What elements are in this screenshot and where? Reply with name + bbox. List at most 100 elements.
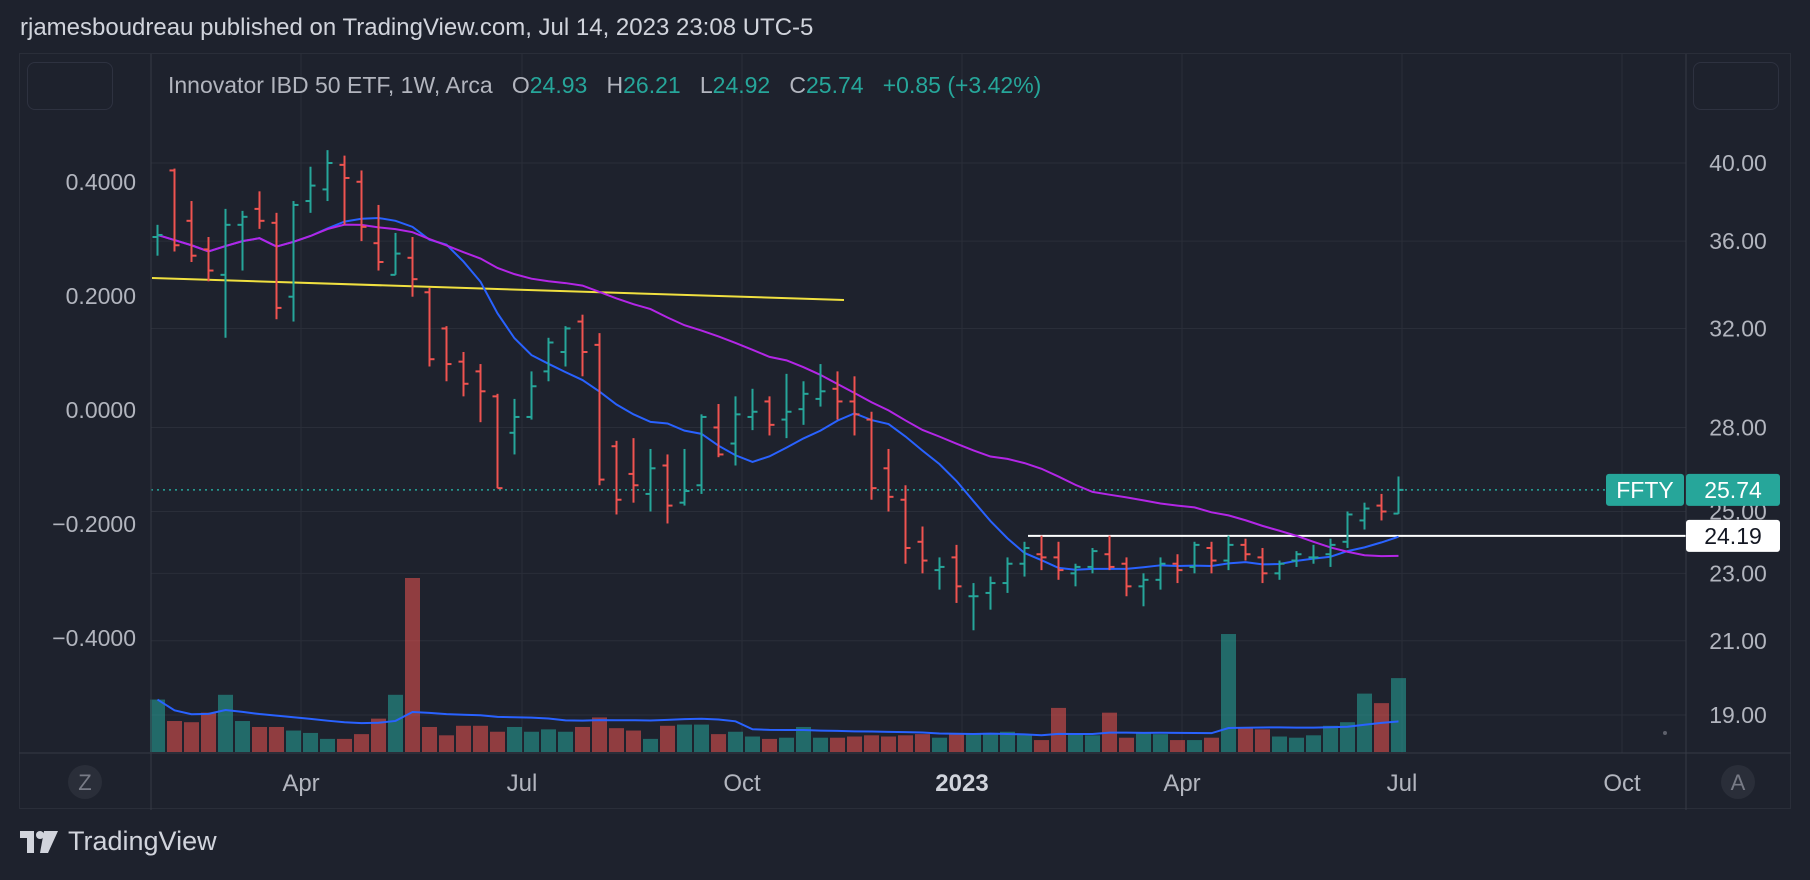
ohlc-bar — [373, 204, 384, 271]
volume-bar — [1051, 707, 1066, 752]
ohlc-bar — [730, 396, 741, 466]
volume-bar — [1000, 731, 1015, 752]
volume-average-line — [156, 698, 1399, 737]
volume-bar — [1221, 634, 1236, 752]
ohlc-bar — [152, 224, 163, 256]
open-value: 24.93 — [529, 72, 588, 98]
volume-bar — [932, 737, 947, 752]
volume-bar — [439, 735, 454, 752]
volume-bar — [1170, 740, 1185, 752]
price-tick-label: 28.00 — [1709, 414, 1767, 440]
ohlc-bar — [1087, 547, 1098, 574]
zoom-button[interactable] — [68, 765, 102, 799]
volume-bar — [626, 730, 641, 752]
ohlc-bar — [169, 168, 180, 252]
volume-bar — [1034, 740, 1049, 752]
ohlc-bar — [1019, 541, 1030, 577]
time-tick-label: Apr — [282, 770, 319, 797]
volume-bar — [303, 732, 318, 752]
volume-bar — [1238, 728, 1253, 752]
ohlc-bar — [917, 526, 928, 574]
zoom-button-label: Z — [78, 770, 91, 795]
change-value: +0.85 (+3.42%) — [882, 72, 1042, 98]
publish-header: rjamesboudreau published on TradingView.… — [20, 14, 814, 41]
ohlc-bar — [1070, 563, 1081, 587]
tradingview-footer[interactable]: TradingView — [20, 826, 217, 857]
volume-bars — [150, 578, 1406, 752]
ohlc-bar — [1274, 560, 1285, 580]
volume-bar — [949, 734, 964, 752]
time-tick-label: Oct — [1603, 770, 1641, 797]
volume-bar — [1017, 734, 1032, 752]
ohlc-bar — [883, 448, 894, 512]
moving-averages — [157, 217, 1399, 571]
volume-bar — [388, 694, 403, 752]
grid-lines — [151, 54, 1686, 753]
top-left-panel-button[interactable] — [27, 62, 113, 110]
ohlc-bar — [407, 237, 418, 297]
ohlc-bar — [900, 485, 911, 564]
volume-bar — [422, 726, 437, 752]
volume-bar — [1119, 737, 1134, 752]
volume-bar — [898, 735, 913, 752]
high-value: 26.21 — [623, 72, 681, 98]
ohlc-bar — [985, 576, 996, 610]
price-tick-label: 32.00 — [1709, 315, 1767, 341]
ohlc-bar — [322, 150, 333, 202]
symbol-badge — [1606, 473, 1684, 506]
time-tick-label: Oct — [723, 770, 761, 797]
volume-bar — [864, 735, 879, 752]
volume-bar — [881, 736, 896, 752]
volume-bar — [490, 731, 505, 752]
volume-bar — [473, 725, 488, 752]
last-price-badge-text: 25.74 — [1704, 477, 1762, 503]
ohlc-bar — [934, 557, 945, 590]
volume-bar — [592, 717, 607, 752]
support-price-badge-text: 24.19 — [1704, 523, 1762, 549]
volume-bar — [813, 737, 828, 752]
left-tick-label: 0.0000 — [66, 397, 136, 423]
auto-scale-button-label: A — [1731, 770, 1746, 795]
volume-bar — [558, 731, 573, 752]
volume-bar — [371, 718, 386, 752]
ohlc-bar — [1393, 476, 1404, 515]
ohlc-bar — [288, 201, 299, 322]
volume-bar — [1391, 678, 1406, 752]
tradingview-logo-icon — [20, 830, 58, 853]
ohlc-legend: Innovator IBD 50 ETF, 1W, Arca O24.93 H2… — [168, 72, 1041, 99]
ohlc-bar — [1053, 541, 1064, 580]
top-right-panel-button[interactable] — [1693, 62, 1779, 110]
volume-bar — [711, 734, 726, 752]
ohlc-bar — [1342, 511, 1353, 548]
volume-ma-line — [156, 698, 1399, 737]
volume-bar — [796, 726, 811, 752]
ohlc-bar — [968, 583, 979, 631]
ohlc-bar — [1189, 541, 1200, 574]
ohlc-bar — [1359, 502, 1370, 530]
volume-bar — [1153, 734, 1168, 752]
left-tick-label: 0.2000 — [66, 283, 136, 309]
volume-bar — [337, 738, 352, 752]
symbol-badge-text: FFTY — [1616, 477, 1674, 503]
ohlc-bar — [1155, 557, 1166, 590]
time-tick-label: Jul — [1387, 770, 1418, 797]
low-value: 24.92 — [712, 72, 771, 98]
ohlc-bar — [628, 438, 639, 503]
auto-scale-button[interactable] — [1721, 765, 1755, 799]
ohlc-bar — [543, 337, 554, 382]
price-tick-label: 21.00 — [1709, 628, 1767, 654]
volume-bar — [983, 732, 998, 752]
volume-bar — [405, 578, 420, 752]
plot-area — [151, 54, 1686, 753]
ohlc-bar — [424, 287, 435, 367]
ohlc-bar — [1291, 551, 1302, 567]
volume-bar — [1374, 703, 1389, 752]
ohlc-bar — [441, 326, 452, 382]
volume-bar — [575, 726, 590, 752]
volume-bar — [1068, 734, 1083, 752]
support-price-badge — [1686, 519, 1780, 552]
ohlc-bar — [254, 191, 265, 229]
volume-bar — [609, 728, 624, 752]
price-tick-label: 36.00 — [1709, 228, 1767, 254]
